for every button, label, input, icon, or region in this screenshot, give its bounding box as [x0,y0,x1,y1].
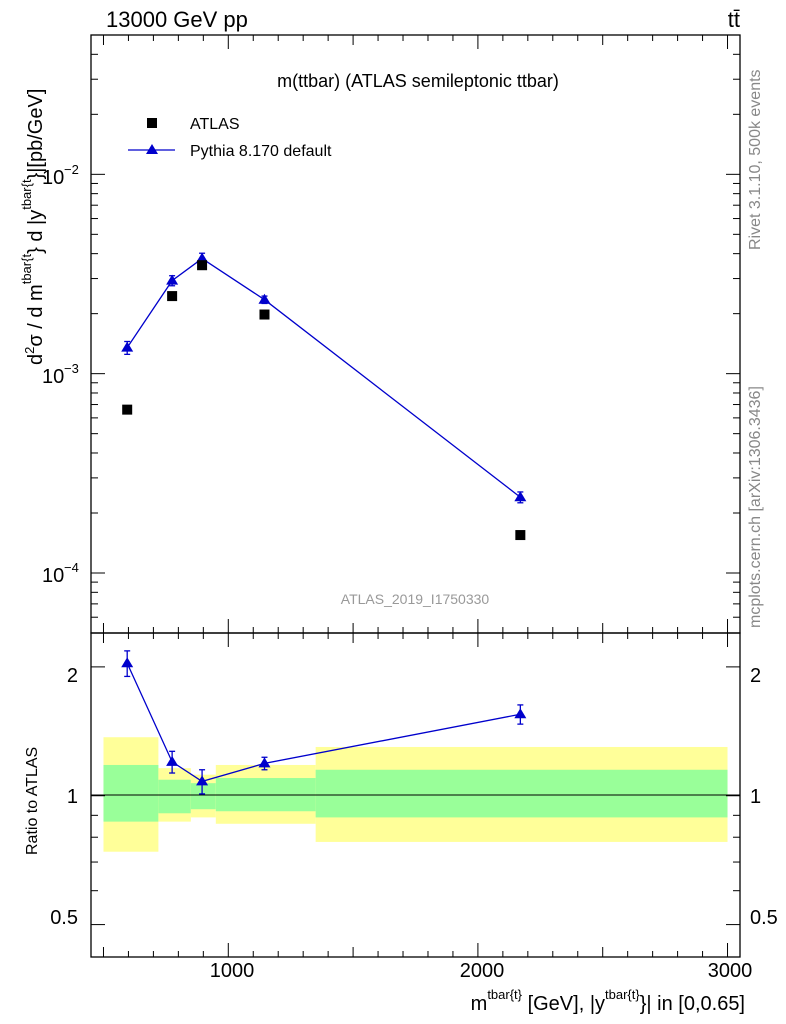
main-frame [90,34,741,634]
ylabel-sup2: tbar{t [19,179,34,210]
xtick-3000: 3000 [708,960,753,982]
ytick-main-1: 10 −3 [42,361,79,388]
ratio-panel: 2 1 0.5 2 1 0.5 Ratio to ATLAS 1000 2000… [24,632,778,1015]
ratio-mc-point [166,755,179,766]
ylabel-exp: 2 [22,347,37,354]
ratio-series-layer [121,650,527,795]
xlabel-tail: }| in [0,0.65] [640,993,745,1015]
ratio-band-inner [103,764,159,822]
ytick-ratio-1-right: 1 [750,786,761,808]
xtick-2000: 2000 [460,960,505,982]
ratio-axis-ticks [91,633,740,957]
ytick-ratio-0.5-right: 0.5 [750,907,778,929]
ratio-bands-layer [103,737,728,852]
mc-point [166,274,179,285]
ratio-xlabel: mtbar{t} [GeV], |ytbar{t}}| in [0,0.65] [471,987,745,1015]
mc-point [196,252,209,263]
collision-label: 13000 GeV pp [106,7,248,32]
main-panel: m(ttbar) (ATLAS semileptonic ttbar) ATLA… [19,34,741,634]
ratio-band-inner [190,783,216,810]
ytick-main-1-base: 10 [42,366,64,388]
ytick-ratio-0.5: 0.5 [50,907,78,929]
ratio-mc-point [196,775,209,786]
xlabel-sup2: tbar{t} [605,987,640,1002]
ratio-mc-point [121,657,134,668]
process-label: tt̄ [728,7,740,32]
ratio-mc-point [514,708,527,719]
legend-label-mc: Pythia 8.170 default [190,143,332,160]
legend-marker-atlas [147,118,157,128]
ytick-ratio-1: 1 [67,786,78,808]
xlabel-m: m [471,993,488,1015]
ytick-main-0: 10 −2 [42,162,79,189]
main-title: m(ttbar) (ATLAS semileptonic ttbar) [277,71,559,91]
atlas-point [167,291,178,302]
atlas-point [197,260,208,271]
main-ylabel: d2σ / d mtbar{t} d |ytbar{t}|[pb/GeV] [19,89,47,365]
legend-label-atlas: ATLAS [190,116,240,133]
ratio-frame [90,632,741,958]
ytick-ratio-2-right: 2 [750,665,761,687]
mc-point [514,491,527,502]
mc-point [258,293,271,304]
rivet-label: Rivet 3.1.10, 500k events [747,69,764,250]
main-axis-ticks [91,34,740,634]
ylabel-sigma: σ / d m [25,284,47,346]
main-series-layer [121,252,527,541]
ytick-main-2-base: 10 [42,565,64,587]
ratio-mc-point [258,757,271,768]
xlabel-sup1: tbar{t} [487,987,522,1002]
xtick-1000: 1000 [210,960,255,982]
ytick-main-1-exp: −3 [64,361,79,376]
legend-marker-mc [146,144,158,154]
ylabel-sup1: tbar{t [19,254,34,285]
mc-point [121,341,134,352]
ratio-band-inner [315,769,728,818]
ratio-ylabel: Ratio to ATLAS [24,747,41,855]
ylabel-d: d [25,354,47,365]
ytick-main-0-exp: −2 [64,162,79,177]
atlas-point [515,530,526,541]
atlas-point [122,404,133,415]
ytick-main-2-exp: −4 [64,560,79,575]
ylabel-tail: }|[pb/GeV] [25,89,47,180]
atlas-point [259,309,270,320]
ylabel-mid: } d |y [25,210,47,254]
ratio-band-inner [158,779,191,814]
ytick-main-2: 10 −4 [42,560,79,587]
watermark: ATLAS_2019_I1750330 [341,591,490,607]
mcplots-label: mcplots.cern.ch [arXiv:1306.3436] [747,386,764,628]
mc-line [126,257,521,498]
xlabel-mid: [GeV], |y [522,993,605,1015]
ytick-ratio-2: 2 [67,665,78,687]
ytick-main-0-base: 10 [42,167,64,189]
